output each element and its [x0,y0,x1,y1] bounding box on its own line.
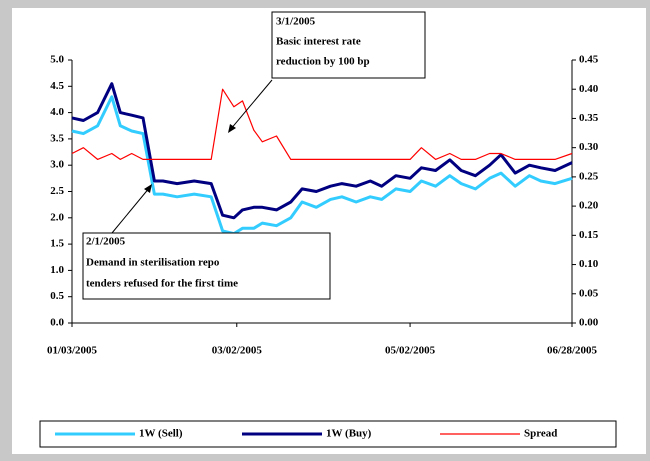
legend-label: 1W (Buy) [326,428,372,440]
y2-tick-label: 0.10 [579,258,599,270]
y-tick-label: 1.5 [50,238,64,250]
annotation-arrow [111,186,151,234]
annotation-text: tenders refused for the first time [86,278,238,290]
y-tick-label: 0.5 [50,290,64,302]
y-tick-label: 3.0 [50,159,64,171]
series-line [71,95,573,236]
annotation-text: Demand in sterilisation repo [86,257,220,269]
annotation-box [271,11,426,79]
y2-tick-label: 0.30 [579,141,599,153]
arrowhead [144,184,152,193]
annotation-text: reduction by 100 bp [276,56,370,68]
y2-tick-label: 0.25 [579,170,599,182]
y-tick-label: 5.0 [50,54,64,66]
y-tick-label: 4.5 [50,80,64,92]
y2-tick-label: 0.15 [579,229,599,241]
x-tick-label: 05/02/2005 [385,345,436,357]
legend-label: Spread [524,428,557,440]
annotation-text: 3/1/2005 [276,16,316,28]
y2-tick-label: 0.00 [579,317,599,329]
y2-tick-label: 0.40 [579,83,599,95]
arrowhead [228,124,236,133]
y-tick-label: 2.5 [50,185,64,197]
annotation-arrow [229,79,273,131]
y-tick-label: 3.5 [50,132,64,144]
x-tick-label: 03/02/2005 [212,345,263,357]
y2-tick-label: 0.35 [579,112,599,124]
y-tick-label: 2.0 [50,211,64,223]
y-tick-label: 4.0 [50,106,64,118]
annotation-box [82,232,331,300]
chart-area [12,8,646,454]
y2-tick-label: 0.05 [579,287,599,299]
series-line [71,88,573,160]
x-tick-label: 06/28/2005 [547,345,598,357]
y-tick-label: 0.0 [50,317,64,329]
y-tick-label: 1.0 [50,264,64,276]
annotation-text: 2/1/2005 [86,236,126,248]
annotation-text: Basic interest rate [276,36,361,48]
y2-tick-label: 0.20 [579,200,599,212]
y2-tick-label: 0.45 [579,54,599,66]
legend-label: 1W (Sell) [139,428,183,440]
series-line [71,82,573,220]
x-tick-label: 01/03/2005 [47,345,98,357]
plot: 0.0 0.5 1.0 1.5 2.0 2.5 3.0 3.5 4.0 4.5 5.0 0.00 0.0… [47,54,599,357]
